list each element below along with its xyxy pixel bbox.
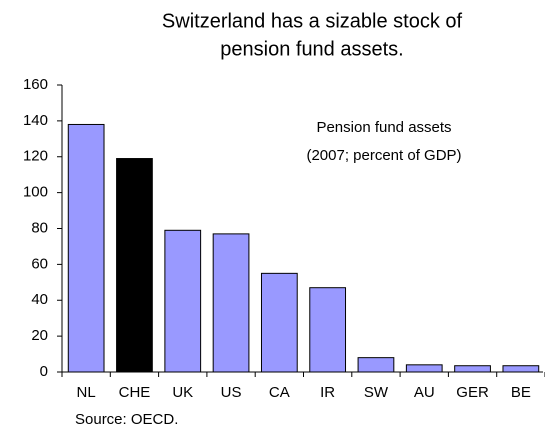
annotation: (2007; percent of GDP) [306,147,461,164]
bar [116,158,153,373]
y-tick-label: 0 [40,363,48,380]
x-tick-label: US [221,384,242,401]
bar [502,365,540,373]
bar [405,364,443,373]
bar [164,229,202,373]
y-tick-label: 140 [23,112,48,129]
y-tick-label: 20 [31,327,48,344]
y-tick-label: 60 [31,255,48,272]
annotation: Pension fund assets [316,119,451,136]
bar [260,272,298,373]
bar [454,365,491,373]
x-tick-label: BE [511,384,531,401]
x-tick-label: CA [269,384,290,401]
bar [67,123,105,373]
chart-title: Switzerland has a sizable stock of [162,10,463,32]
x-tick-label: SW [364,384,389,401]
y-tick-label: 160 [23,76,48,93]
bar [212,233,250,373]
chart-title: pension fund assets. [220,38,403,60]
bar [309,287,347,373]
x-tick-label: UK [172,384,193,401]
y-tick-label: 120 [23,148,48,165]
x-tick-label: IR [320,384,335,401]
x-tick-label: AU [414,384,435,401]
y-tick-label: 100 [23,184,48,201]
bar [357,357,395,373]
x-tick-label: NL [77,384,96,401]
source-note: Source: OECD. [75,411,178,428]
x-tick-label: GER [456,384,489,401]
y-tick-label: 80 [31,219,48,236]
y-tick-label: 40 [31,291,48,308]
x-tick-label: CHE [119,384,151,401]
